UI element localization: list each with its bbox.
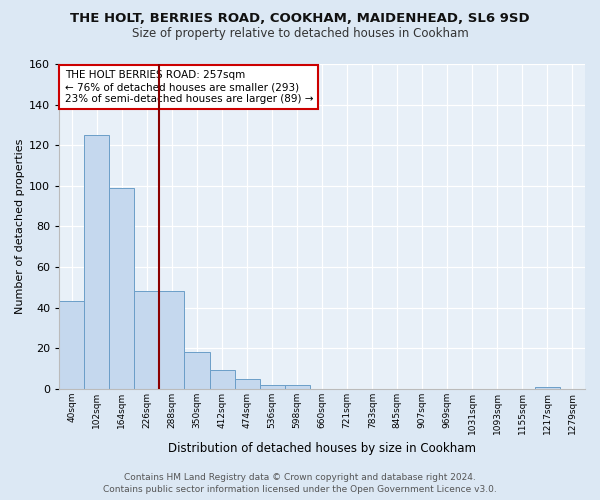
Bar: [109, 188, 134, 389]
Bar: [85, 135, 109, 389]
Bar: [209, 370, 235, 389]
Bar: [160, 292, 184, 389]
Bar: [134, 292, 160, 389]
Text: THE HOLT BERRIES ROAD: 257sqm
← 76% of detached houses are smaller (293)
23% of : THE HOLT BERRIES ROAD: 257sqm ← 76% of d…: [65, 70, 313, 104]
Bar: [59, 302, 85, 389]
Text: Size of property relative to detached houses in Cookham: Size of property relative to detached ho…: [131, 28, 469, 40]
Text: THE HOLT, BERRIES ROAD, COOKHAM, MAIDENHEAD, SL6 9SD: THE HOLT, BERRIES ROAD, COOKHAM, MAIDENH…: [70, 12, 530, 26]
Bar: [184, 352, 209, 389]
Text: Contains public sector information licensed under the Open Government Licence v3: Contains public sector information licen…: [103, 485, 497, 494]
Bar: [535, 386, 560, 389]
Text: Contains HM Land Registry data © Crown copyright and database right 2024.: Contains HM Land Registry data © Crown c…: [124, 474, 476, 482]
Bar: [260, 384, 284, 389]
Bar: [235, 378, 260, 389]
Bar: [284, 384, 310, 389]
X-axis label: Distribution of detached houses by size in Cookham: Distribution of detached houses by size …: [168, 442, 476, 455]
Y-axis label: Number of detached properties: Number of detached properties: [15, 138, 25, 314]
